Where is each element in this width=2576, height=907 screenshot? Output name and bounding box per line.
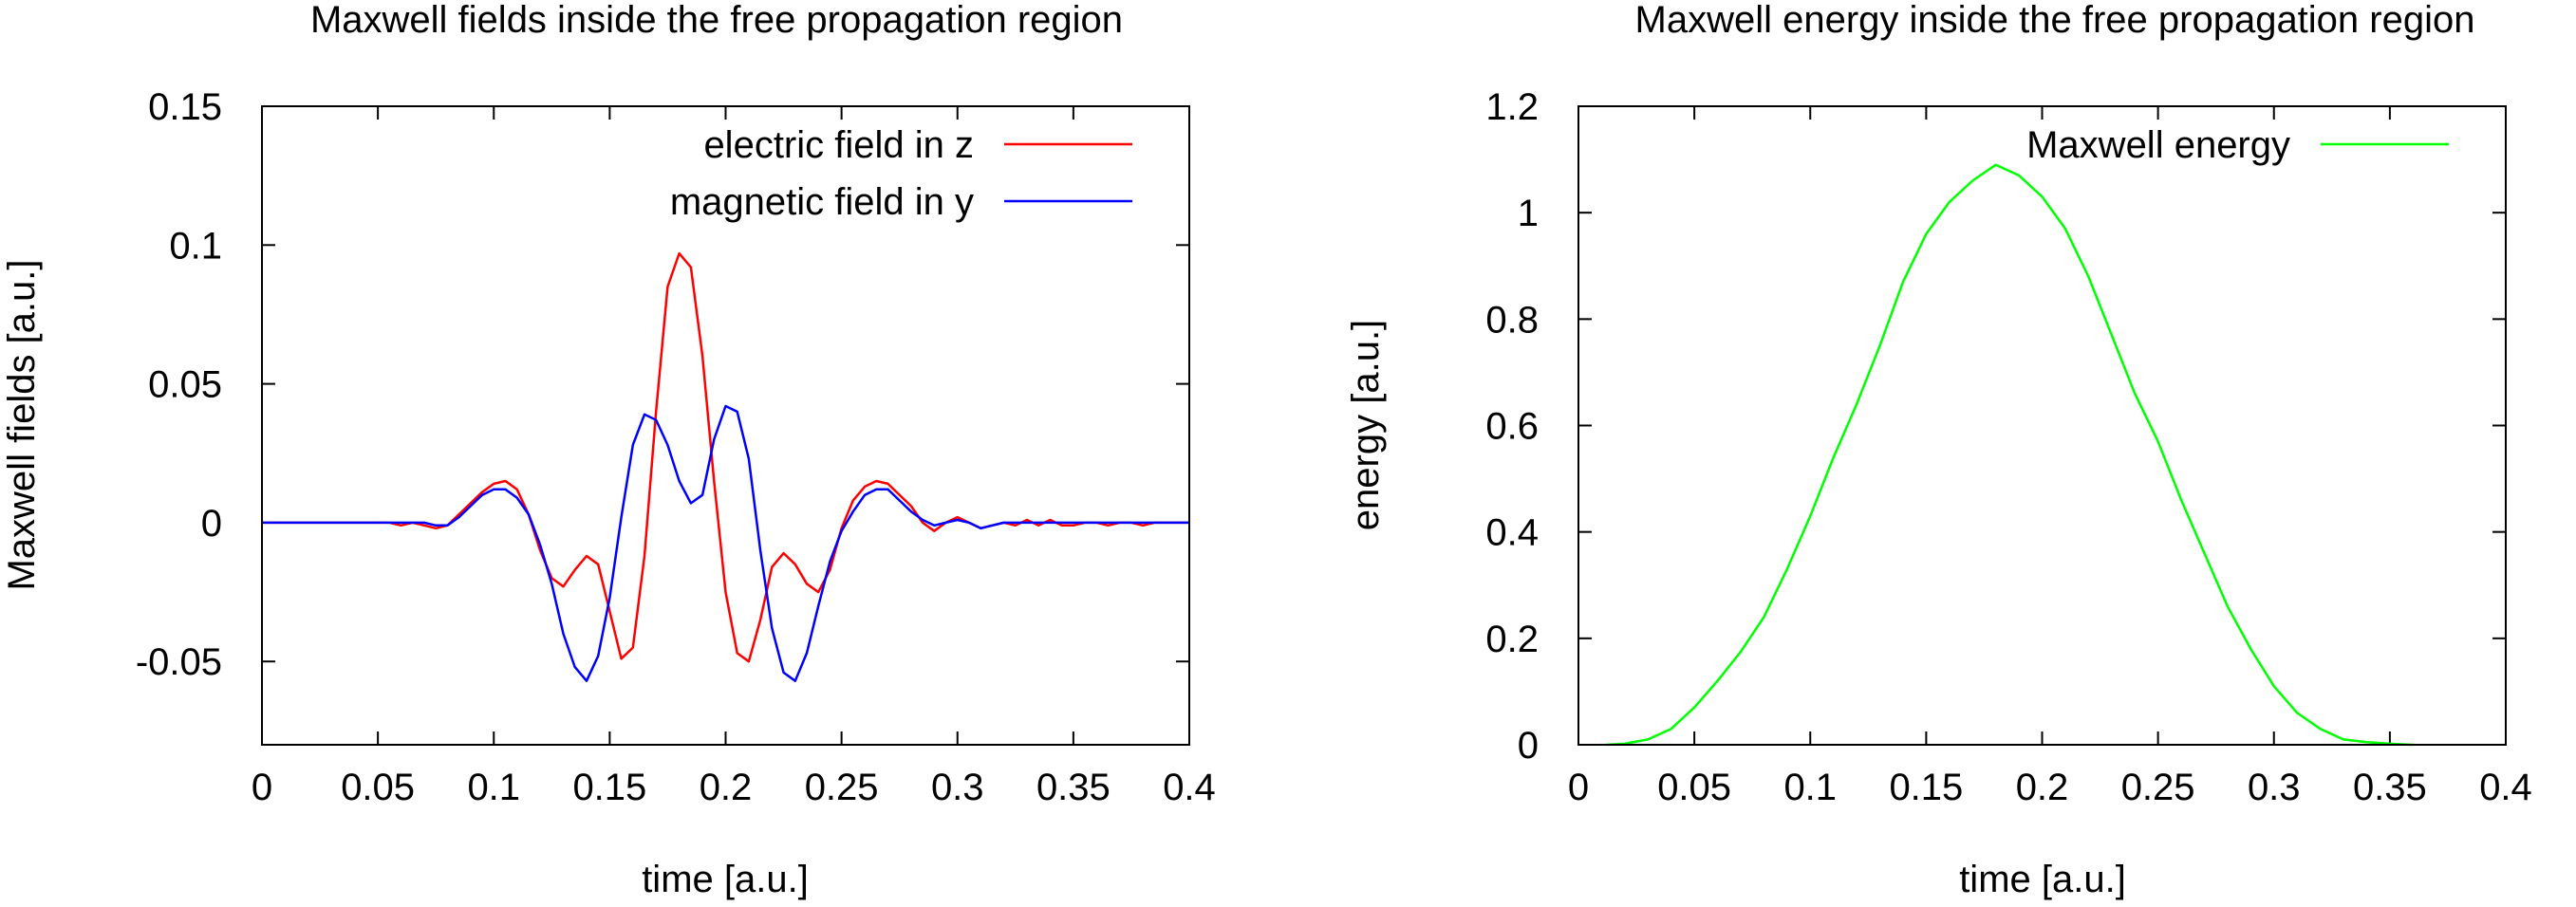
legend-label: magnetic field in y <box>670 181 974 223</box>
legend-label: electric field in z <box>703 124 974 166</box>
tick-labels: 0 0.05 0.1 0.15 0.2 0.25 0.3 0.35 0.4 0 0.2 0.4 0.6 0… <box>1485 86 2531 808</box>
legend-label: Maxwell energy <box>2026 124 2290 166</box>
y-tick-label: 0.15 <box>148 86 222 128</box>
y-tick-label: 0.05 <box>148 364 222 406</box>
x-tick-label: 0.25 <box>805 767 879 808</box>
plot-frame <box>1577 105 2507 746</box>
x-tick-label: 0.2 <box>2016 767 2069 808</box>
y-tick-label: 0.1 <box>169 225 222 267</box>
y-tick-label: 0.8 <box>1485 299 1539 341</box>
x-tick-label: 0.2 <box>700 767 753 808</box>
legend: electric field in z magnetic field in y <box>670 124 1132 223</box>
y-tick-label: 0 <box>201 503 222 545</box>
x-tick-label: 0.4 <box>2479 767 2532 808</box>
y-tick-label: -0.05 <box>136 641 222 683</box>
series-lines <box>262 251 1189 682</box>
energy-chart: Maxwell energy inside the free propagati… <box>1345 0 2532 900</box>
x-tick-label: 0.25 <box>2121 767 2195 808</box>
tick-labels: 0 0.05 0.1 0.15 0.2 0.25 0.3 0.35 0.4 -0.05 0 0.05 0… <box>136 86 1216 808</box>
y-tick-label: 0.6 <box>1485 406 1539 448</box>
x-axis-label: time [a.u.] <box>642 859 809 900</box>
fields-chart: Maxwell fields inside the free propagati… <box>1 0 1216 900</box>
series-line-1 <box>1606 163 2414 747</box>
x-tick-label: 0.4 <box>1163 767 1216 808</box>
x-tick-label: 0 <box>252 767 272 808</box>
x-axis-label: time [a.u.] <box>1959 859 2126 900</box>
series-lines <box>1606 163 2414 747</box>
x-tick-label: 0.1 <box>467 767 520 808</box>
y-tick-label: 0.4 <box>1485 512 1539 554</box>
y-tick-label: 0 <box>1518 725 1539 767</box>
plot-frame <box>261 105 1190 746</box>
legend: Maxwell energy <box>2026 124 2449 166</box>
y-tick-label: 0.2 <box>1485 619 1539 660</box>
x-tick-label: 0.3 <box>931 767 984 808</box>
chart-title: Maxwell fields inside the free propagati… <box>310 0 1123 41</box>
x-tick-label: 0.05 <box>341 767 415 808</box>
y-axis-label: energy [a.u.] <box>1345 320 1387 530</box>
x-tick-label: 0.35 <box>2353 767 2427 808</box>
y-tick-label: 1 <box>1518 193 1539 234</box>
x-tick-label: 0.15 <box>572 767 646 808</box>
series-line-1 <box>262 251 1189 663</box>
x-tick-label: 0 <box>1568 767 1589 808</box>
x-tick-label: 0.35 <box>1036 767 1111 808</box>
series-line-2 <box>262 404 1189 682</box>
x-tick-label: 0.1 <box>1783 767 1837 808</box>
y-tick-label: 1.2 <box>1485 86 1539 128</box>
x-tick-label: 0.15 <box>1889 767 1963 808</box>
chart-title: Maxwell energy inside the free propagati… <box>1635 0 2475 41</box>
x-tick-label: 0.3 <box>2248 767 2301 808</box>
x-tick-label: 0.05 <box>1657 767 1731 808</box>
y-axis-label: Maxwell fields [a.u.] <box>1 259 43 590</box>
